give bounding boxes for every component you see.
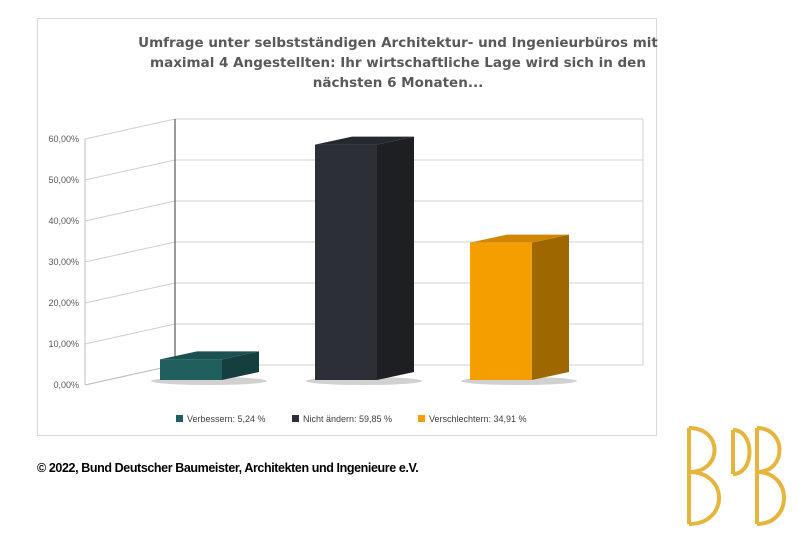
legend-label: Verschlechtern: 34,91 % (429, 414, 527, 424)
gridline-side (84, 118, 176, 140)
chart-svg: 0,00% 10,00% 20,00% 30,00% 40,00% 50,00% 60,00… (48, 118, 644, 390)
bar-side (532, 234, 569, 380)
y-tick-label: 30,00% (48, 257, 79, 267)
gridline-side (84, 282, 176, 304)
legend-item-verschlechtern: Verschlechtern: 34,91 % (418, 413, 527, 425)
gridline-side (84, 159, 176, 181)
y-tick-label: 40,00% (48, 216, 79, 226)
y-tick-label: 50,00% (48, 175, 79, 185)
chart-area: 0,00% 10,00% 20,00% 30,00% 40,00% 50,00% 60,00… (37, 18, 658, 436)
gridline-side (84, 323, 176, 345)
bar-side (377, 136, 414, 380)
legend-swatch (176, 415, 183, 422)
legend-item-verbessern: Verbessern: 5,24 % (176, 413, 266, 425)
bar (470, 242, 532, 380)
bar-top (315, 136, 414, 145)
legend-item-nicht-aendern: Nicht ändern: 59,85 % (292, 413, 392, 425)
y-tick-label: 10,00% (48, 339, 79, 349)
legend-swatch (292, 415, 299, 422)
copyright-notice: © 2022, Bund Deutscher Baumeister, Archi… (37, 461, 419, 475)
bar-top (470, 234, 569, 243)
gridline-side (84, 241, 176, 263)
chart-legend: Verbessern: 5,24 % Nicht ändern: 59,85 %… (38, 413, 656, 429)
bar-top (160, 351, 259, 360)
bar (315, 144, 377, 380)
gridline-side (84, 200, 176, 222)
bar (160, 359, 222, 380)
legend-swatch (418, 415, 425, 422)
chart-title-line: maximal 4 Angestellten: Ihr wirtschaftli… (150, 55, 646, 71)
y-tick-label: 20,00% (48, 298, 79, 308)
chart-title-line: Umfrage unter selbstständigen Architektu… (138, 35, 658, 51)
chart-title: Umfrage unter selbstständigen Architektu… (98, 33, 698, 93)
bdb-logo (687, 426, 786, 526)
y-tick-label: 60,00% (48, 134, 79, 144)
chart-title-line: nächsten 6 Monaten... (312, 75, 484, 91)
bar-side (222, 351, 259, 380)
legend-label: Verbessern: 5,24 % (187, 414, 266, 424)
legend-label: Nicht ändern: 59,85 % (303, 414, 393, 424)
y-tick-label: 0,00% (53, 380, 79, 390)
